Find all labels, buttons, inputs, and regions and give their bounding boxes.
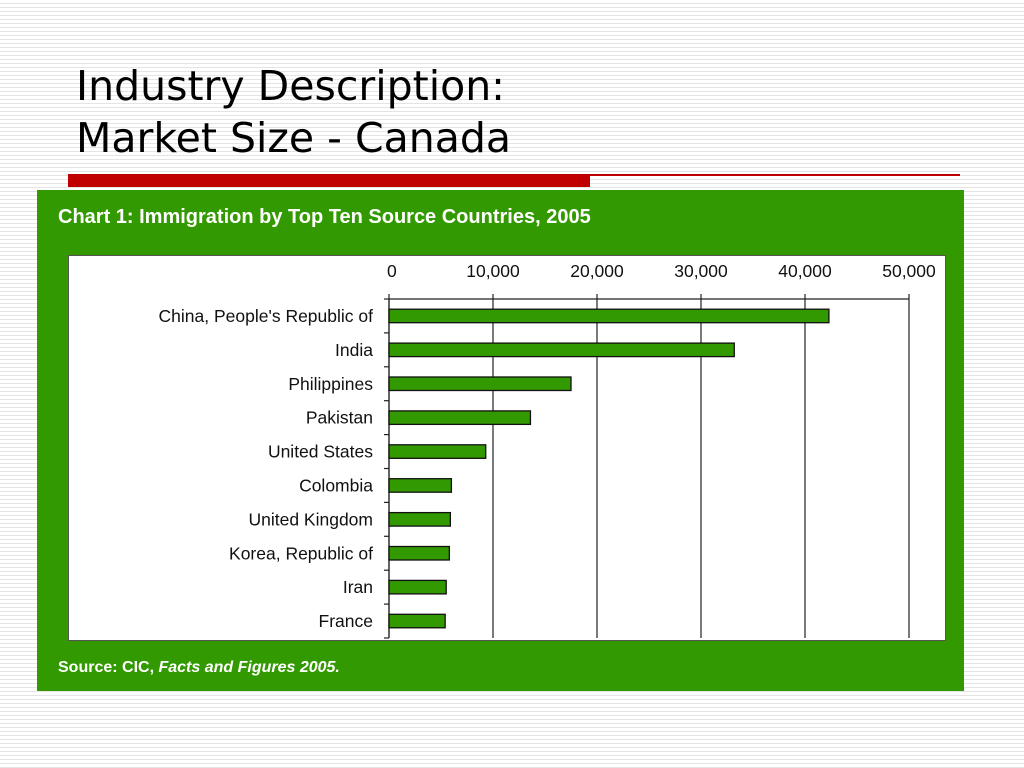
bar [388, 613, 446, 629]
bar [388, 545, 450, 561]
category-label: Korea, Republic of [229, 543, 373, 563]
category-label: Philippines [288, 374, 373, 394]
chart-panel: Chart 1: Immigration by Top Ten Source C… [37, 190, 964, 691]
x-tick-label: 0 [387, 261, 397, 281]
bar [388, 444, 487, 459]
title-underline-thick [68, 174, 590, 187]
x-tick-label: 40,000 [778, 261, 832, 281]
bar [388, 410, 532, 426]
x-tick-label: 10,000 [466, 261, 520, 281]
title-underline-thin [590, 174, 960, 176]
chart-title: Chart 1: Immigration by Top Ten Source C… [58, 206, 591, 228]
bar [388, 376, 572, 392]
slide-title-line-2: Market Size - Canada [76, 114, 512, 162]
category-label: Iran [343, 577, 373, 597]
category-label: United States [268, 442, 373, 462]
category-label: United Kingdom [248, 509, 373, 529]
category-label: Pakistan [306, 408, 373, 428]
slide-title: Industry Description: Market Size - Cana… [76, 60, 511, 164]
bar [388, 579, 447, 595]
bar [388, 511, 452, 527]
category-label: China, People's Republic of [159, 306, 374, 326]
chart-source-prefix: Source: CIC, [58, 659, 159, 676]
x-tick-label: 50,000 [882, 261, 936, 281]
bar [388, 342, 735, 358]
chart-source-title: Facts and Figures 2005. [158, 659, 340, 676]
bar [388, 478, 453, 493]
category-label: India [335, 340, 373, 360]
x-tick-label: 20,000 [570, 261, 624, 281]
chart-plot-box: 0 10,000 20,000 30,000 40,000 50,000 China, Pe… [68, 255, 946, 641]
x-tick-label: 30,000 [674, 261, 728, 281]
bar-chart: 0 10,000 20,000 30,000 40,000 50,000 China, Pe… [159, 261, 936, 639]
slide-title-line-1: Industry Description: [76, 62, 505, 110]
bar [388, 308, 830, 324]
category-label: Colombia [299, 475, 373, 495]
category-label: France [319, 611, 373, 631]
chart-source: Source: CIC, Facts and Figures 2005. [58, 659, 340, 677]
